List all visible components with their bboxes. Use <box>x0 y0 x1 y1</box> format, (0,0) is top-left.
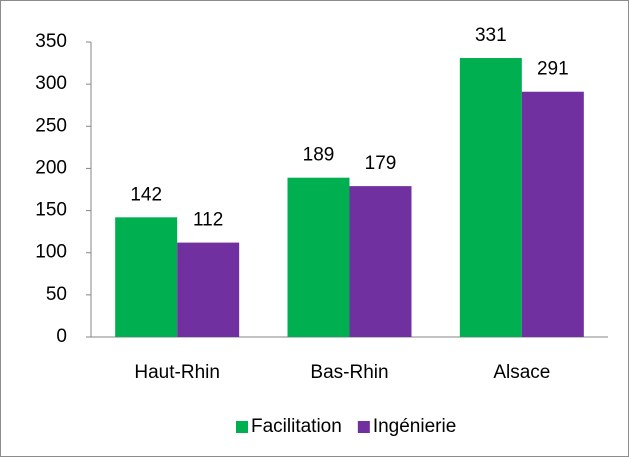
y-tick-label: 0 <box>56 326 67 347</box>
legend-swatch <box>236 421 248 433</box>
y-tick-label: 350 <box>35 31 67 52</box>
bar <box>521 91 584 337</box>
bar <box>287 177 350 337</box>
data-label: 331 <box>475 25 507 46</box>
y-tick-label: 300 <box>35 73 67 94</box>
x-tick-label: Bas-Rhin <box>310 362 388 383</box>
x-tick-label: Alsace <box>493 362 550 383</box>
legend-label: Ingénierie <box>373 416 456 437</box>
data-label: 112 <box>193 210 223 231</box>
x-tick-label: Haut-Rhin <box>134 362 220 383</box>
data-label: 142 <box>130 184 162 205</box>
y-tick-label: 150 <box>35 200 67 221</box>
y-tick-label: 100 <box>35 242 67 263</box>
data-label: 291 <box>537 59 569 80</box>
bar <box>177 242 240 337</box>
y-tick-label: 200 <box>35 157 67 178</box>
bar <box>115 217 178 337</box>
y-tick-label: 50 <box>46 284 67 305</box>
data-label: 189 <box>303 145 335 166</box>
bar <box>459 58 522 338</box>
legend-label: Facilitation <box>251 416 342 437</box>
data-label: 179 <box>365 153 397 174</box>
y-tick-label: 250 <box>35 115 67 136</box>
bar <box>349 186 412 337</box>
legend-swatch <box>357 421 370 433</box>
